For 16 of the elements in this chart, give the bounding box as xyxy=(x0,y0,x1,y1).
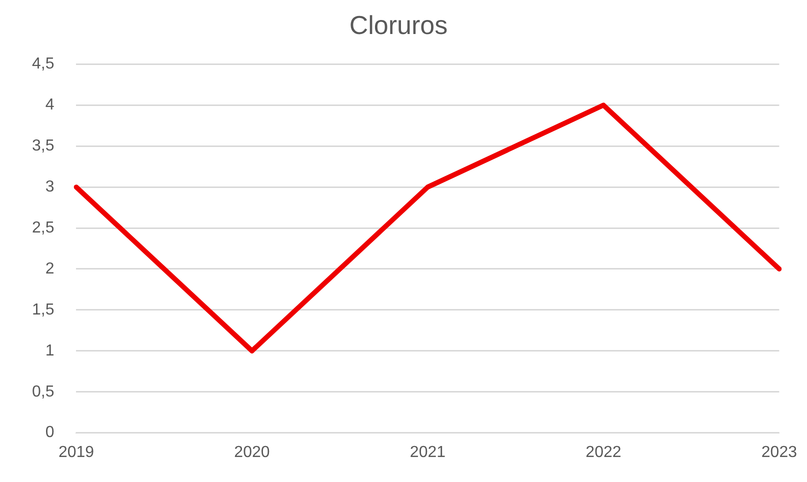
y-tick-label: 1,5 xyxy=(32,301,54,318)
chart-title: Cloruros xyxy=(349,10,448,40)
y-tick-label: 0 xyxy=(45,424,54,442)
y-tick-label: 1 xyxy=(45,342,54,360)
x-tick-label: 2021 xyxy=(410,444,446,461)
x-tick-label: 2022 xyxy=(586,444,622,461)
y-tick-label: 3,5 xyxy=(32,138,54,155)
x-tick-label: 2020 xyxy=(234,444,270,461)
x-tick-label: 2023 xyxy=(761,444,798,461)
y-tick-label: 0,5 xyxy=(32,383,54,400)
x-tick-label: 2019 xyxy=(58,444,94,461)
y-tick-label: 3 xyxy=(45,178,54,196)
y-tick-label: 4 xyxy=(45,96,54,114)
y-tick-label: 2,5 xyxy=(32,219,54,236)
y-tick-label: 2 xyxy=(45,260,54,278)
y-tick-label: 4,5 xyxy=(32,56,54,73)
